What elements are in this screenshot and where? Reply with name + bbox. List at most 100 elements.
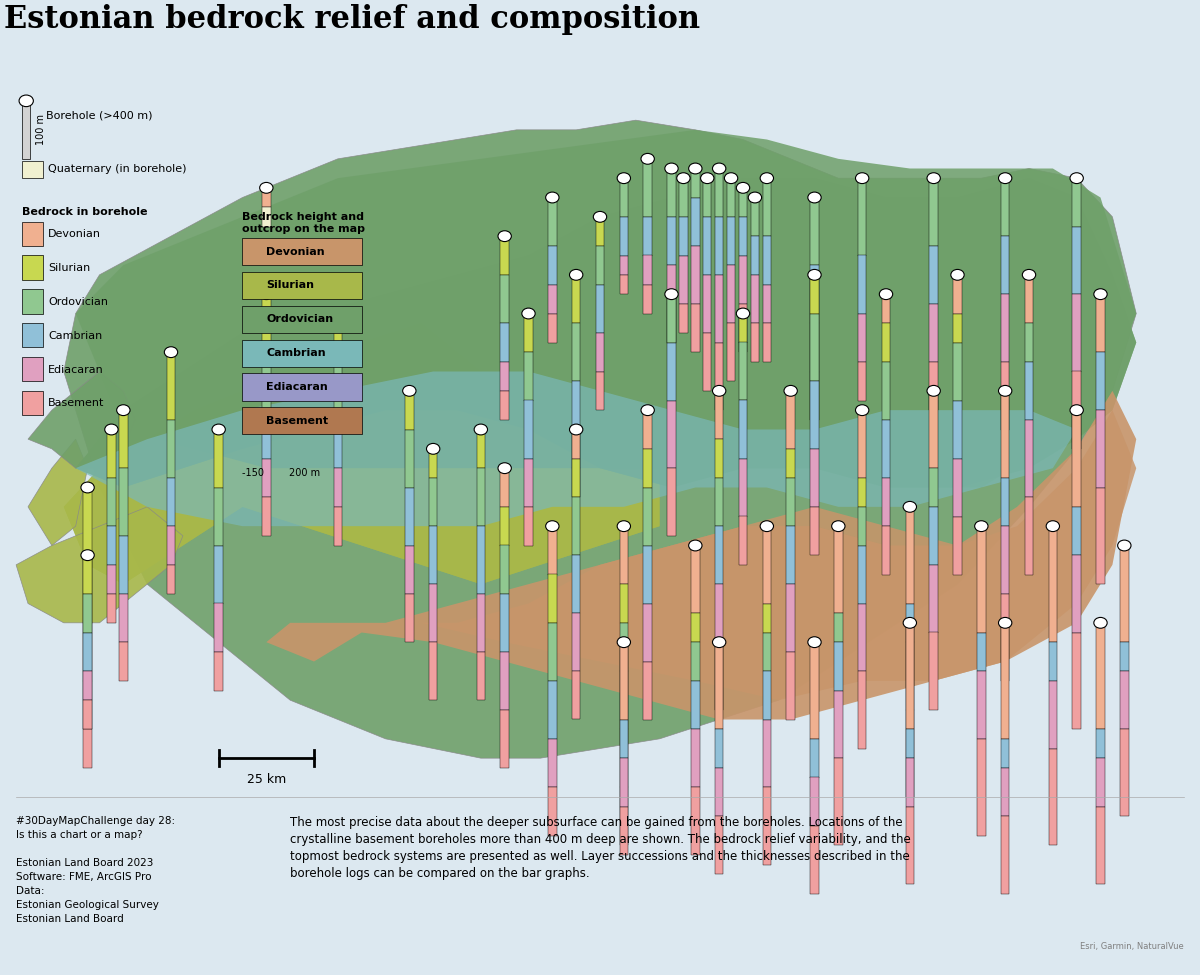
Bar bbox=[596, 332, 604, 371]
Bar bbox=[739, 458, 748, 517]
Bar bbox=[1001, 362, 1009, 430]
Bar bbox=[715, 643, 724, 729]
Bar bbox=[406, 430, 414, 488]
Bar bbox=[810, 275, 818, 314]
Circle shape bbox=[856, 405, 869, 415]
Bar bbox=[1073, 555, 1081, 633]
Circle shape bbox=[546, 192, 559, 203]
Circle shape bbox=[904, 617, 917, 628]
Bar bbox=[906, 729, 914, 759]
Bar bbox=[619, 623, 628, 671]
Bar bbox=[406, 391, 414, 430]
Bar bbox=[1049, 681, 1057, 749]
Bar bbox=[1001, 294, 1009, 362]
Bar bbox=[167, 565, 175, 594]
Bar bbox=[715, 526, 724, 584]
Bar bbox=[572, 468, 581, 497]
Bar bbox=[715, 584, 724, 643]
Text: Bedrock height and
outcrop on the map: Bedrock height and outcrop on the map bbox=[242, 212, 366, 234]
Bar bbox=[1120, 545, 1128, 643]
Bar bbox=[572, 430, 581, 468]
Bar bbox=[739, 401, 748, 458]
Bar bbox=[262, 188, 270, 207]
Circle shape bbox=[116, 405, 130, 415]
Bar bbox=[1001, 623, 1009, 739]
Bar bbox=[428, 643, 437, 700]
Bar bbox=[84, 633, 91, 671]
Bar bbox=[810, 265, 818, 323]
Bar bbox=[858, 410, 866, 478]
Bar bbox=[786, 526, 794, 584]
Bar bbox=[667, 468, 676, 536]
Bar bbox=[739, 304, 748, 352]
Bar bbox=[643, 159, 652, 216]
Bar bbox=[548, 681, 557, 739]
Bar bbox=[572, 275, 581, 323]
Circle shape bbox=[1046, 521, 1060, 531]
Bar bbox=[1001, 236, 1009, 294]
Bar bbox=[727, 178, 736, 216]
Bar bbox=[858, 604, 866, 671]
Bar bbox=[242, 238, 361, 265]
Polygon shape bbox=[16, 507, 182, 623]
Circle shape bbox=[80, 482, 95, 493]
Bar bbox=[1097, 729, 1105, 759]
Bar bbox=[715, 391, 724, 439]
Bar bbox=[167, 420, 175, 478]
Bar bbox=[667, 342, 676, 401]
Bar bbox=[22, 255, 43, 280]
Bar bbox=[1097, 623, 1105, 729]
Circle shape bbox=[808, 192, 821, 203]
Bar bbox=[1049, 749, 1057, 845]
Bar bbox=[262, 207, 270, 226]
Circle shape bbox=[665, 163, 678, 174]
Bar bbox=[930, 362, 938, 410]
Bar bbox=[906, 507, 914, 604]
Bar bbox=[500, 652, 509, 710]
Circle shape bbox=[760, 173, 774, 183]
Bar bbox=[107, 430, 115, 478]
Bar bbox=[882, 526, 890, 574]
Circle shape bbox=[713, 163, 726, 174]
Bar bbox=[1001, 178, 1009, 236]
Bar bbox=[1025, 275, 1033, 323]
Bar bbox=[548, 739, 557, 787]
Circle shape bbox=[832, 521, 845, 531]
Bar bbox=[858, 507, 866, 545]
Bar bbox=[834, 613, 842, 643]
Bar bbox=[167, 352, 175, 420]
Circle shape bbox=[570, 269, 583, 280]
Circle shape bbox=[164, 347, 178, 358]
Bar bbox=[572, 555, 581, 613]
Bar bbox=[119, 410, 127, 468]
Circle shape bbox=[1117, 540, 1132, 551]
Bar bbox=[810, 381, 818, 448]
Circle shape bbox=[80, 550, 95, 561]
Circle shape bbox=[665, 289, 678, 299]
Bar bbox=[476, 526, 485, 594]
Bar bbox=[703, 216, 712, 275]
Bar bbox=[572, 497, 581, 555]
Text: The most precise data about the deeper subsurface can be gained from the borehol: The most precise data about the deeper s… bbox=[290, 816, 911, 880]
Bar bbox=[739, 188, 748, 216]
Circle shape bbox=[926, 385, 941, 396]
Bar bbox=[84, 488, 91, 555]
Bar bbox=[524, 507, 533, 545]
Circle shape bbox=[689, 540, 702, 551]
Bar bbox=[763, 323, 772, 362]
Bar bbox=[691, 613, 700, 643]
Bar bbox=[1097, 759, 1105, 806]
Bar bbox=[406, 488, 414, 545]
Bar bbox=[84, 623, 91, 681]
Bar bbox=[763, 787, 772, 865]
Bar bbox=[1073, 371, 1081, 449]
Circle shape bbox=[808, 269, 821, 280]
Bar bbox=[119, 536, 127, 594]
Bar bbox=[1097, 488, 1105, 584]
Bar bbox=[107, 594, 115, 623]
Bar bbox=[834, 643, 842, 690]
Bar bbox=[215, 652, 223, 690]
Polygon shape bbox=[28, 371, 136, 468]
Bar bbox=[763, 604, 772, 633]
Circle shape bbox=[998, 617, 1012, 628]
